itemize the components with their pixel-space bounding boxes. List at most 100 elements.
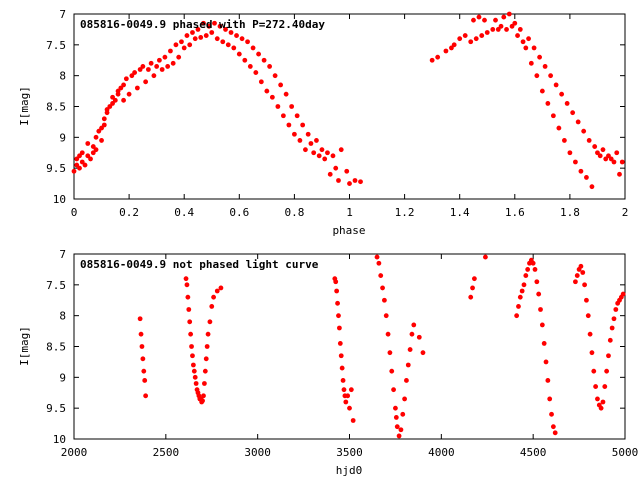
data-point — [471, 276, 477, 282]
unphased-data-points — [137, 254, 626, 439]
data-point — [593, 384, 599, 389]
data-point — [280, 113, 286, 119]
data-point — [327, 171, 333, 177]
phased-plot-title: 085816-0049.9 phased with P=272.40day — [80, 18, 325, 31]
data-point — [396, 433, 402, 439]
data-point — [407, 347, 413, 352]
data-point — [256, 51, 261, 57]
data-point — [184, 282, 190, 288]
data-point — [523, 273, 529, 278]
data-point — [123, 76, 129, 82]
data-point — [184, 33, 190, 38]
data-point — [536, 291, 542, 297]
data-point — [378, 273, 384, 278]
data-point — [509, 23, 515, 29]
data-point — [173, 42, 179, 48]
unphased-plot-frame — [73, 253, 626, 440]
phased-x-tick-label: 2 — [622, 206, 629, 219]
data-point — [207, 319, 213, 325]
data-point — [96, 128, 102, 134]
data-point — [162, 54, 168, 60]
data-point — [389, 368, 395, 374]
data-point — [250, 45, 256, 51]
data-point — [74, 162, 80, 168]
data-point — [549, 411, 554, 417]
data-point — [517, 294, 523, 300]
data-point — [336, 313, 341, 319]
data-point — [337, 341, 343, 346]
data-point — [112, 97, 118, 103]
data-point — [336, 178, 341, 183]
data-point — [140, 64, 146, 69]
data-point — [495, 27, 501, 32]
data-point — [449, 45, 454, 51]
data-point — [165, 64, 171, 69]
data-point — [595, 396, 600, 402]
phased-x-tick-label: 1.8 — [560, 206, 580, 219]
phased-x-tick-label: 1 — [346, 206, 353, 219]
unphased-y-ticks: 7 7.5 8 8.5 9 9.5 10 — [46, 248, 625, 446]
unphased-y-tick-label: 10 — [53, 433, 66, 446]
unphased-x-tick-label: 3500 — [336, 446, 363, 459]
data-point — [77, 165, 82, 171]
data-point — [179, 39, 184, 45]
data-point — [595, 150, 600, 156]
data-point — [498, 23, 504, 29]
data-point — [506, 11, 512, 17]
data-point — [493, 17, 498, 23]
data-point — [132, 70, 138, 75]
data-point — [515, 33, 520, 38]
data-point — [79, 150, 85, 156]
data-point — [261, 57, 267, 63]
data-point — [99, 138, 104, 143]
data-point — [272, 73, 278, 79]
data-point — [93, 147, 99, 153]
data-point — [484, 30, 490, 35]
data-point — [582, 282, 587, 288]
data-point — [189, 344, 194, 349]
data-point — [314, 138, 319, 143]
data-point — [559, 91, 565, 97]
data-point — [139, 344, 145, 349]
data-point — [82, 162, 88, 168]
data-point — [539, 322, 545, 328]
data-point — [79, 159, 85, 165]
data-point — [532, 267, 538, 272]
data-point — [420, 350, 426, 356]
data-point — [589, 184, 595, 190]
data-point — [218, 285, 224, 291]
data-point — [435, 54, 441, 60]
data-point — [187, 319, 193, 325]
data-point — [534, 279, 540, 285]
data-point — [567, 150, 573, 156]
data-point — [534, 73, 540, 79]
data-point — [514, 313, 520, 319]
phased-y-tick-label: 7 — [59, 8, 66, 21]
data-point — [88, 156, 93, 162]
data-point — [521, 282, 527, 288]
data-point — [168, 48, 173, 54]
data-point — [242, 57, 248, 63]
data-point — [374, 254, 380, 260]
data-point — [335, 300, 340, 306]
data-point — [393, 415, 399, 420]
data-point — [606, 153, 611, 159]
data-point — [523, 45, 529, 51]
data-point — [617, 171, 622, 177]
data-point — [564, 101, 570, 106]
phased-x-ticks: 0 0.2 0.4 0.6 0.8 1 1.2 1.4 1.6 1.8 2 — [71, 14, 629, 219]
data-point — [190, 30, 195, 35]
data-point — [223, 27, 228, 32]
data-point — [597, 153, 603, 159]
data-point — [443, 48, 449, 54]
data-point — [613, 307, 619, 312]
data-point — [278, 82, 284, 88]
data-point — [334, 288, 340, 294]
data-point — [570, 110, 576, 116]
data-point — [343, 399, 349, 405]
data-point — [201, 393, 206, 399]
data-point — [473, 36, 479, 42]
data-point — [416, 334, 422, 340]
data-point — [305, 131, 311, 137]
data-point — [552, 430, 558, 436]
